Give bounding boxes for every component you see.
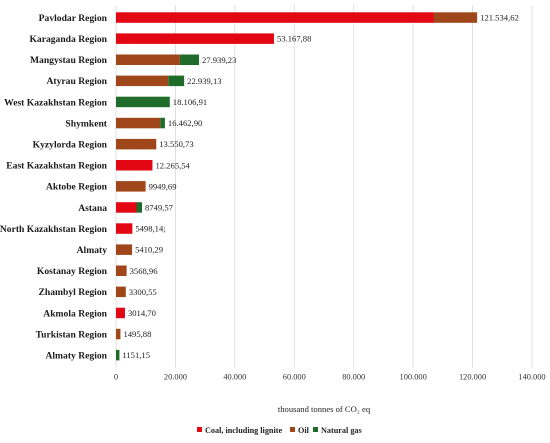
category-label: Turkistan Region [36, 329, 108, 340]
data-label: 18.106,91 [173, 97, 207, 107]
x-tick-label: 0 [114, 373, 118, 382]
data-label: 22.939,13 [187, 76, 221, 86]
data-label: 5410,29 [135, 245, 163, 255]
x-tick-label: 120.000 [459, 373, 486, 382]
x-tick-label: 140.000 [518, 373, 545, 382]
bar-segment [116, 54, 180, 65]
data-label: 121.534,62 [480, 13, 519, 23]
legend-label: Oil [298, 426, 310, 435]
bar-segment [116, 181, 146, 192]
category-label: Kostanay Region [37, 266, 108, 277]
data-label: 3300,55 [129, 287, 157, 297]
legend: Coal, including lignite Oil Natural gas [197, 426, 362, 435]
category-labels: Pavlodar Region Karaganda Region Mangystau… [0, 13, 108, 362]
bar-segment [116, 12, 434, 23]
x-tick-label: 100.000 [400, 373, 427, 382]
bars [116, 12, 478, 361]
bar-segment [116, 349, 120, 361]
data-label: 1151,15 [122, 350, 150, 360]
category-label: West Kazakhstan Region [4, 97, 108, 108]
bar-segment [116, 96, 170, 108]
bar-segment [116, 160, 153, 171]
bar-segment [136, 202, 142, 213]
bar-segment [116, 265, 127, 276]
data-label: 16.462,90 [168, 118, 202, 128]
bar-segment [116, 138, 157, 150]
data-label: 13.550,73 [159, 139, 193, 149]
x-axis-ticks: 0 20.000 40.000 60.000 80.000 100.000 120.000 1… [114, 373, 546, 382]
category-label: Mangystau Region [30, 55, 108, 66]
legend-swatch [197, 427, 202, 432]
category-label: Astana [78, 203, 107, 214]
data-label: 3014,70 [128, 308, 156, 318]
x-tick-label: 80.000 [342, 373, 365, 382]
bar-segment [179, 54, 200, 65]
data-label: 12.265,54 [155, 160, 190, 170]
data-label: 27.939,23 [202, 55, 236, 65]
bar-segment [160, 117, 165, 129]
category-label: Almaty [77, 245, 108, 256]
legend-swatch [290, 427, 295, 432]
data-label: 9949,69 [149, 181, 177, 191]
bar-segment [116, 75, 169, 87]
bar-segment [116, 328, 121, 340]
bar-segment [116, 223, 133, 234]
category-label: Karaganda Region [29, 34, 107, 45]
legend-label: Natural gas [321, 426, 362, 435]
category-label: Akmola Region [43, 308, 107, 319]
bar-segment [168, 75, 185, 87]
value-labels: 121.534,62 53.167,88 27.939,23 22.939,13 18.… [122, 13, 518, 361]
data-label: 5498,14; [135, 224, 165, 234]
bar-segment [433, 12, 478, 23]
data-label: 8749,57 [145, 202, 174, 212]
x-tick-label: 60.000 [283, 373, 306, 382]
data-label: 53.167,88 [277, 34, 311, 44]
category-label: North Kazakhstan Region [0, 224, 108, 235]
data-label: 1495,88 [123, 329, 151, 339]
bar-segment [116, 117, 161, 129]
gridlines [115, 5, 533, 368]
category-label: Shymkent [65, 118, 107, 129]
bar-segment [116, 33, 274, 44]
category-label: Almaty Region [45, 350, 107, 361]
bar-segment [116, 244, 133, 255]
category-label: East Kazakhstan Region [6, 161, 107, 172]
data-label: 3568,96 [130, 266, 159, 276]
category-label: Aktobe Region [46, 182, 108, 193]
legend-label: Coal, including lignite [205, 426, 282, 435]
category-label: Pavlodar Region [39, 13, 108, 24]
bar-segment [116, 202, 137, 213]
x-tick-label: 20.000 [164, 373, 187, 382]
bar-segment [116, 286, 126, 298]
x-axis-title: thousand tonnes of CO₂ eq [278, 404, 371, 414]
x-tick-label: 40.000 [223, 373, 246, 382]
category-label: Zhambyl Region [38, 287, 107, 298]
legend-swatch [313, 427, 318, 432]
bar-segment [116, 307, 125, 319]
category-label: Atyrau Region [47, 76, 108, 87]
category-label: Kyzylorda Region [33, 139, 108, 150]
